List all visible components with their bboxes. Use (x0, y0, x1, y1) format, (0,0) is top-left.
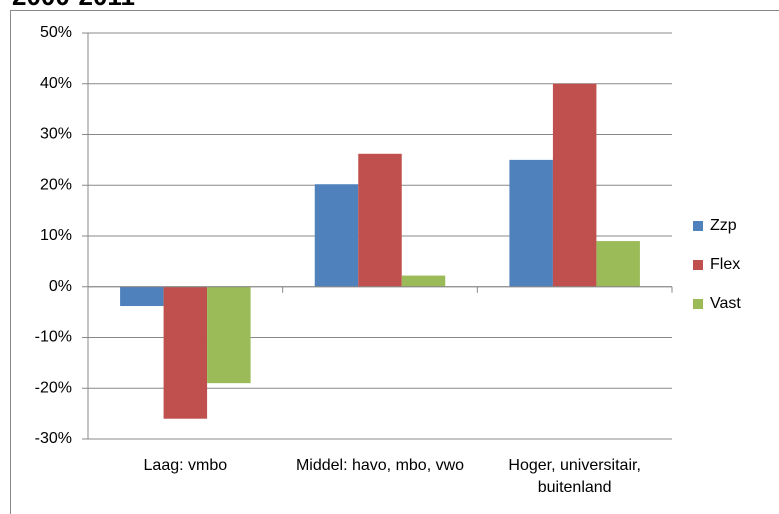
bar (314, 184, 359, 287)
bar (358, 153, 402, 287)
legend-label: Flex (710, 256, 740, 273)
y-tick-label: 50% (40, 24, 72, 41)
bar (509, 159, 553, 287)
legend-swatch (693, 221, 703, 231)
y-tick-label: 40% (40, 75, 72, 92)
chart-border (10, 10, 779, 514)
bar (120, 286, 164, 307)
legend-label: Vast (710, 295, 741, 312)
x-tick-label: Hoger, universitair, buitenland (508, 457, 641, 496)
legend-label: Zzp (710, 217, 737, 234)
bar (401, 275, 446, 287)
x-tick-label: Middel: havo, mbo, vwo (295, 457, 465, 474)
legend-swatch (693, 299, 703, 309)
chart-title: 2000-2011 (12, 0, 135, 11)
bar (552, 83, 597, 287)
y-tick-label: -30% (35, 430, 72, 447)
y-tick-label: -20% (35, 379, 72, 396)
bar (596, 241, 640, 287)
y-tick-label: -10% (35, 329, 72, 346)
y-tick-label: 30% (40, 126, 72, 143)
bar (163, 286, 208, 419)
legend-swatch (693, 260, 703, 270)
y-tick-label: 10% (40, 227, 72, 244)
x-tick-label: Laag: vmbo (143, 457, 228, 474)
y-tick-label: 0% (49, 278, 72, 295)
y-tick-label: 20% (40, 176, 72, 193)
bar (207, 286, 251, 384)
